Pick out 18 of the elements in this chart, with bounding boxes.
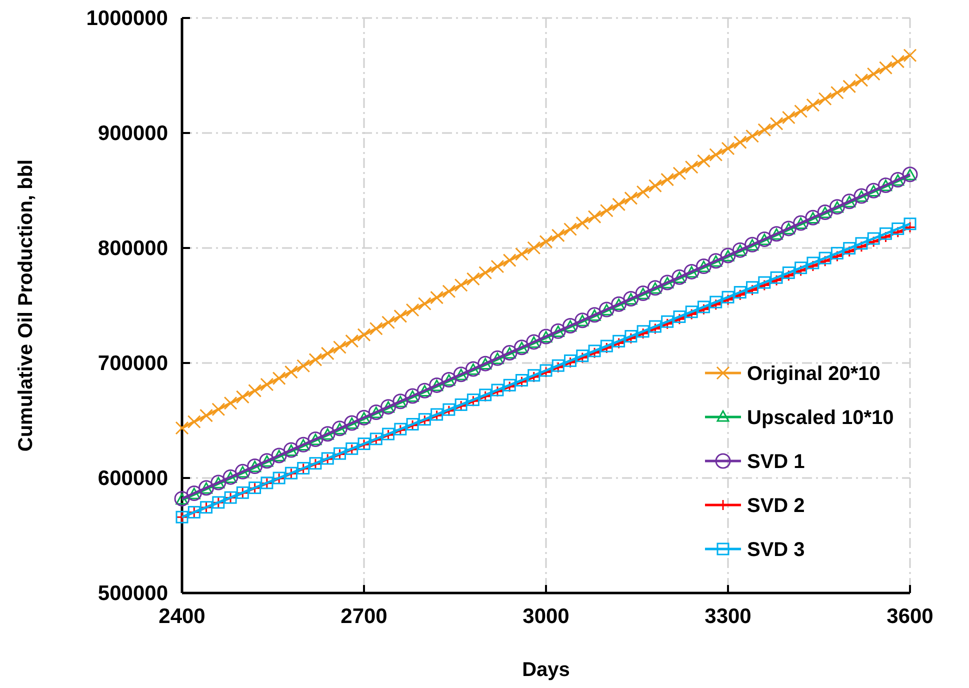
y-tick-label: 700000 [98,352,168,375]
x-tick-label: 2400 [158,605,206,628]
legend-label: SVD 1 [747,451,805,473]
legend-label: SVD 3 [747,539,805,561]
y-axis-title: Cumulative Oil Production, bbl [15,159,37,452]
y-tick-label: 500000 [98,582,168,605]
x-tick-label: 3300 [704,605,752,628]
y-tick-label: 600000 [98,467,168,490]
x-axis-title: Days [522,659,570,681]
legend-label: SVD 2 [747,495,805,517]
y-tick-label: 1000000 [86,7,168,30]
legend-label: Original 20*10 [747,363,880,385]
x-tick-label: 3600 [886,605,934,628]
y-tick-label: 900000 [98,122,168,145]
x-tick-label: 3000 [522,605,570,628]
x-tick-label: 2700 [340,605,388,628]
legend-label: Upscaled 10*10 [747,407,894,429]
y-tick-label: 800000 [98,237,168,260]
